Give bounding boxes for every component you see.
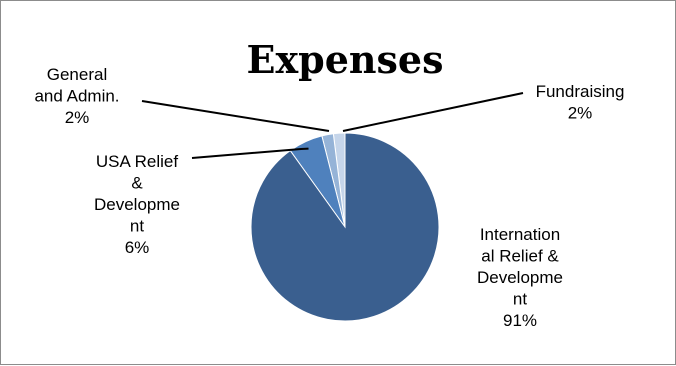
- leader-line-usa-relief-development: [191, 147, 309, 159]
- pie-slice-international-relief-development: [250, 132, 440, 322]
- data-label-general-and-admin: General and Admin. 2%: [34, 65, 119, 127]
- data-label-international-relief-development: Internation al Relief & Developme nt 91%: [477, 225, 563, 330]
- data-label-fundraising: Fundraising 2%: [536, 82, 625, 123]
- leader-line-general-and-admin: [141, 100, 330, 132]
- data-label-usa-relief-development: USA Relief & Developme nt 6%: [94, 152, 180, 257]
- chart-title: Expenses: [247, 37, 444, 82]
- leader-line-fundraising: [342, 92, 524, 132]
